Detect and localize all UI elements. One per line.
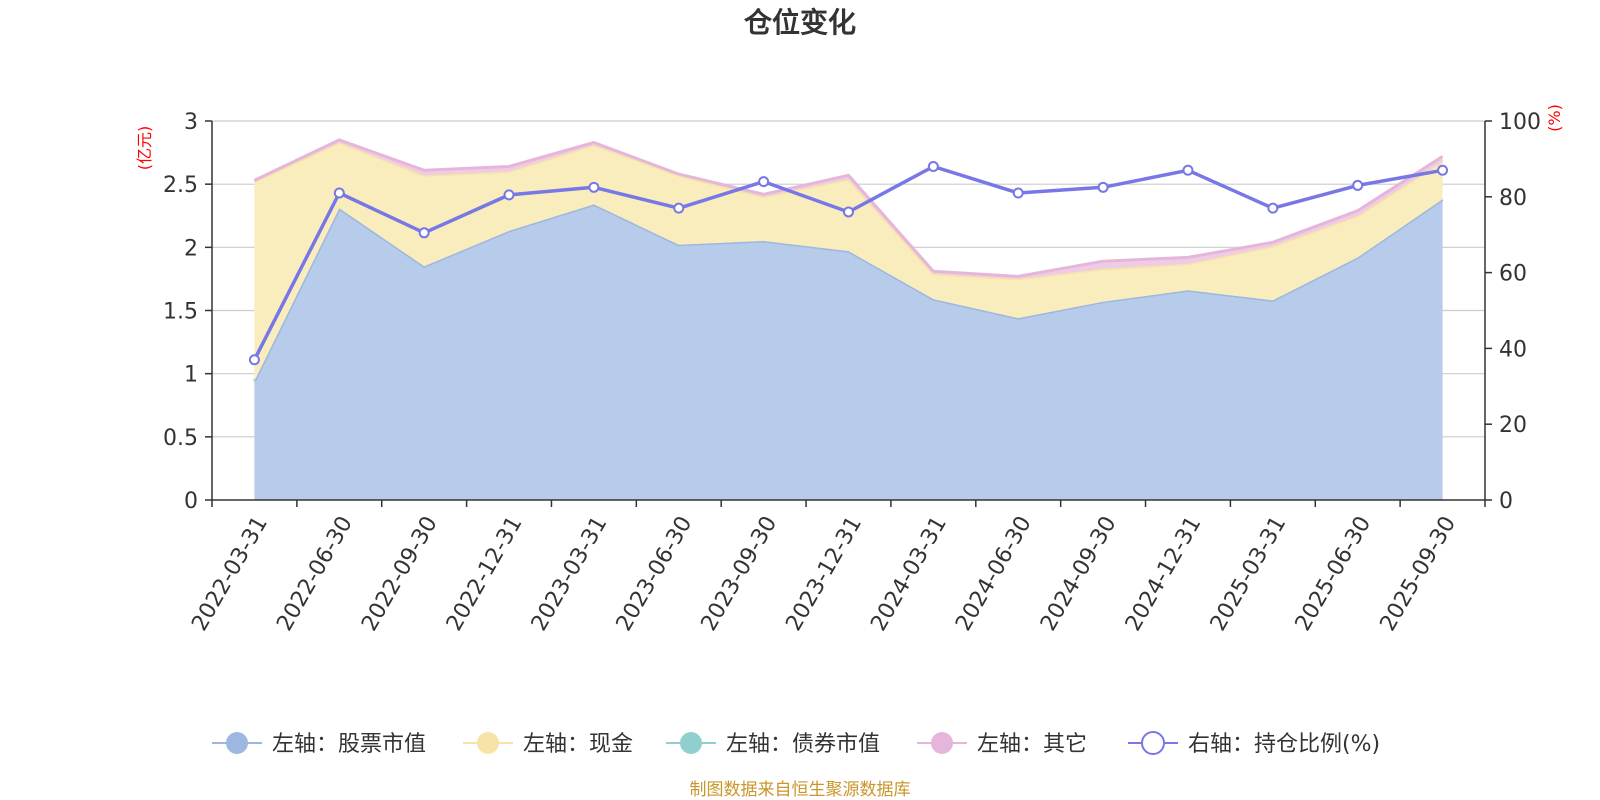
data-point (503, 189, 515, 201)
left-axis-tick-label: 0 (184, 489, 198, 514)
legend-marker (680, 732, 702, 754)
right-axis-tick-label: 40 (1499, 337, 1527, 362)
x-axis-tick-label: 2022-06-30 (272, 512, 358, 635)
legend-label: 左轴：现金 (523, 732, 633, 757)
x-axis-tick-label: 2024-09-30 (1036, 512, 1122, 635)
area-现金 (254, 142, 1443, 382)
legend-label: 右轴：持仓比例(%) (1188, 732, 1380, 757)
data-point (418, 227, 430, 239)
line-series (248, 160, 1449, 366)
x-axis-tick-label: 2022-12-31 (442, 512, 528, 635)
left-axis-tick-label: 3 (184, 110, 198, 135)
legend-label: 左轴：债券市值 (726, 732, 880, 757)
x-axis-tick-label: 2023-03-31 (527, 512, 613, 635)
x-axis-tick-label: 2022-03-31 (187, 512, 273, 635)
legend-marker (226, 732, 248, 754)
right-axis-tick-label: 20 (1499, 413, 1527, 438)
legend-marker (931, 732, 953, 754)
x-axis-tick-label: 2024-06-30 (951, 512, 1037, 635)
right-axis-tick-label: 60 (1499, 262, 1527, 287)
data-point (673, 202, 685, 214)
data-point (333, 187, 345, 199)
legend-item: 左轴：现金 (463, 732, 633, 757)
area-series (253, 138, 1444, 501)
data-point (1267, 202, 1279, 214)
data-point (248, 354, 260, 366)
left-axis-tick-label: 2 (184, 236, 198, 261)
data-point (843, 206, 854, 218)
x-axis-tick-label: 2024-12-31 (1121, 512, 1207, 635)
x-axis-tick-label: 2022-09-30 (357, 512, 443, 635)
area-其它 (254, 139, 1443, 279)
legend-marker (477, 732, 499, 754)
data-point (1352, 179, 1364, 191)
x-axis-tick-label: 2025-03-31 (1206, 512, 1292, 635)
source-note: 制图数据来自恒生聚源数据库 (690, 780, 911, 800)
x-axis-tick-label: 2023-06-30 (612, 512, 698, 635)
legend-item: 左轴：股票市值 (212, 732, 426, 757)
data-point (1437, 164, 1449, 176)
chart-title: 仓位变化 (744, 6, 856, 39)
legend-label: 左轴：股票市值 (272, 732, 426, 757)
data-point (1012, 187, 1024, 199)
legend-item: 左轴：其它 (917, 732, 1087, 757)
right-axis-tick-label: 100 (1499, 110, 1541, 135)
legend-label: 左轴：其它 (977, 732, 1087, 757)
x-axis-tick-label: 2023-12-31 (781, 512, 867, 635)
legend-item: 右轴：持仓比例(%) (1128, 731, 1380, 757)
data-point (927, 160, 939, 172)
data-point (1097, 181, 1109, 193)
left-axis-tick-label: 1 (184, 363, 198, 388)
right-axis-unit: (%) (1545, 104, 1564, 132)
left-axis-tick-label: 0.5 (163, 426, 198, 451)
x-axis-tick-label: 2025-09-30 (1376, 512, 1462, 635)
right-axis-tick-label: 80 (1499, 186, 1527, 211)
data-point (758, 176, 770, 188)
legend-marker (1141, 731, 1165, 755)
data-point (1182, 164, 1194, 176)
left-axis-unit: (亿元) (135, 126, 154, 171)
left-axis-tick-label: 2.5 (163, 173, 198, 198)
x-axis-tick-label: 2023-09-30 (697, 512, 783, 635)
right-axis-tick-label: 0 (1499, 489, 1513, 514)
legend: 左轴：股票市值 左轴：现金 左轴：债券市值 左轴：其它 右轴：持仓比例(%) (212, 731, 1380, 757)
area-line-其它 (253, 138, 1444, 278)
area-股票市值 (254, 199, 1443, 501)
x-axis-tick-label: 2025-06-30 (1291, 512, 1377, 635)
left-axis-tick-label: 1.5 (163, 300, 198, 325)
legend-item: 左轴：债券市值 (666, 732, 880, 757)
x-axis-tick-label: 2024-03-31 (866, 512, 952, 635)
data-point (588, 181, 600, 193)
